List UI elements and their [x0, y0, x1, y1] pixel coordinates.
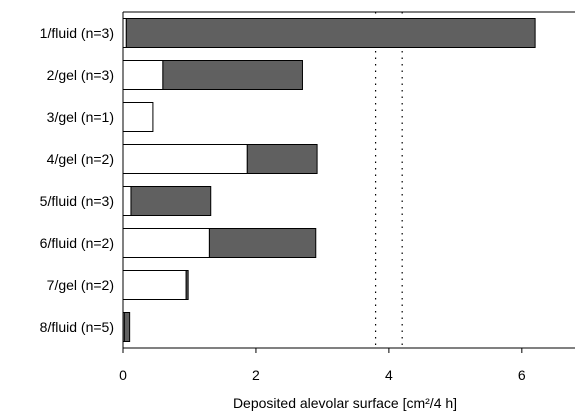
- category-label: 6/fluid (n=2): [40, 235, 114, 251]
- bar-segment-5-1: [122, 186, 132, 216]
- x-tick-label: 6: [518, 367, 526, 383]
- category-label: 8/fluid (n=5): [40, 319, 114, 335]
- category-labels: 1/fluid (n=3) 2/gel (n=3) 3/gel (n=1) 4/gel…: [40, 25, 114, 335]
- bar-segment-4-2: [246, 144, 318, 174]
- category-label: 3/gel (n=1): [47, 109, 114, 125]
- bar-segment-5-2: [130, 186, 212, 216]
- bar-segment-4-1: [122, 144, 248, 174]
- bar-segment-1-2: [125, 18, 536, 48]
- category-label: 5/fluid (n=3): [40, 193, 114, 209]
- bar-segment-7-1: [122, 270, 187, 300]
- bar-segment-2-1: [122, 60, 164, 90]
- bar-segment-3-1: [122, 102, 154, 132]
- x-tick-label: 0: [119, 367, 127, 383]
- category-label: 4/gel (n=2): [47, 151, 114, 167]
- bars-group: [122, 18, 536, 342]
- bar-segment-7-2: [185, 270, 189, 300]
- reference-lines: [374, 12, 403, 348]
- x-axis-ticks: 0 2 4 6: [119, 348, 526, 383]
- category-label: 7/gel (n=2): [47, 277, 114, 293]
- bar-segment-8-2: [123, 312, 131, 342]
- bar-segment-2-2: [162, 60, 303, 90]
- bar-segment-6-1: [122, 228, 210, 258]
- category-label: 1/fluid (n=3): [40, 25, 114, 41]
- x-tick-label: 4: [385, 367, 393, 383]
- x-axis-title: Deposited alevolar surface [cm²/4 h]: [233, 395, 457, 411]
- bar-segment-6-2: [208, 228, 317, 258]
- x-tick-label: 2: [252, 367, 260, 383]
- category-label: 2/gel (n=3): [47, 67, 114, 83]
